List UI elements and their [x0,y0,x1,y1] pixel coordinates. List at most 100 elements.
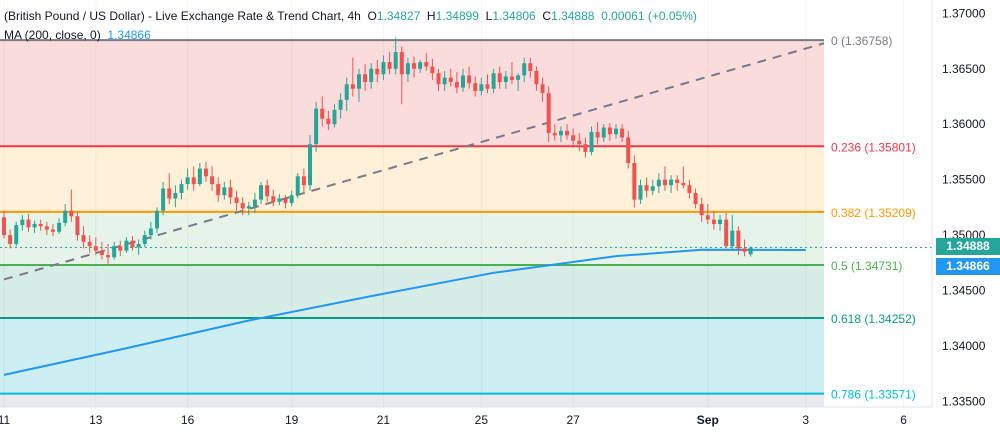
candle[interactable] [301,168,306,193]
candle[interactable] [81,226,86,249]
candle[interactable] [142,230,147,248]
candle[interactable] [546,86,551,142]
candle[interactable] [607,123,612,141]
candle[interactable] [222,181,227,200]
candle[interactable] [344,77,349,111]
candle[interactable] [699,197,704,222]
candle[interactable] [638,179,643,205]
candle[interactable] [228,179,233,205]
candle[interactable] [155,207,159,233]
candle[interactable] [26,214,31,232]
candle[interactable] [632,155,637,208]
candle[interactable] [571,128,576,147]
candle[interactable] [540,77,545,103]
candle[interactable] [252,192,257,213]
candle[interactable] [662,166,667,191]
candle[interactable] [412,56,417,78]
candle[interactable] [265,179,270,202]
candle[interactable] [473,76,478,97]
candle[interactable] [583,137,588,158]
candle[interactable] [681,166,686,189]
candle[interactable] [467,66,472,89]
candle[interactable] [314,102,319,152]
candle[interactable] [136,239,141,256]
candle[interactable] [381,55,386,80]
candle[interactable] [436,68,441,91]
candle[interactable] [711,210,716,230]
candle[interactable] [124,237,129,253]
candle[interactable] [718,215,723,231]
candle[interactable] [277,194,282,206]
candle[interactable] [93,237,98,256]
candle[interactable] [687,179,692,199]
candle[interactable] [705,204,710,225]
candle[interactable] [185,168,190,190]
candle[interactable] [32,220,37,233]
candle[interactable] [8,229,13,249]
candle[interactable] [14,221,19,247]
candle[interactable] [614,124,618,139]
candle[interactable] [356,68,361,103]
candle[interactable] [650,179,655,196]
candle[interactable] [418,59,423,74]
candle[interactable] [730,215,735,251]
candle[interactable] [216,177,221,202]
candle[interactable] [693,188,698,209]
candle[interactable] [565,124,570,140]
candle[interactable] [50,224,55,237]
candle[interactable] [167,173,172,205]
candle[interactable] [99,241,104,260]
candle[interactable] [173,185,178,208]
candle[interactable] [148,221,153,240]
candle[interactable] [289,190,294,207]
candle[interactable] [69,189,74,222]
candle[interactable] [595,121,600,145]
candle[interactable] [626,130,631,169]
candle[interactable] [350,57,355,97]
candle[interactable] [63,204,68,227]
candle[interactable] [320,96,325,127]
candle[interactable] [528,57,533,78]
candle[interactable] [106,243,111,264]
candle[interactable] [387,52,392,75]
candle[interactable] [424,53,429,71]
candle[interactable] [179,179,184,200]
candle[interactable] [534,66,539,91]
candle[interactable] [240,197,245,216]
candle[interactable] [601,124,606,142]
candle[interactable] [57,218,62,234]
candle[interactable] [38,219,43,231]
candle[interactable] [461,68,465,93]
candle[interactable] [203,161,208,182]
candle[interactable] [308,135,312,191]
candle[interactable] [295,173,300,199]
candle[interactable] [656,173,661,193]
candle[interactable] [405,57,410,83]
candle[interactable] [112,241,117,260]
candle[interactable] [503,70,508,89]
price-axis[interactable] [932,0,1000,448]
candle[interactable] [522,57,527,83]
candle[interactable] [742,239,747,257]
candle[interactable] [20,215,25,231]
candle[interactable] [485,74,490,94]
candle[interactable] [644,177,649,198]
trend-line[interactable] [3,42,825,281]
candle[interactable] [130,236,135,251]
candle[interactable] [497,66,502,89]
candle[interactable] [2,210,6,239]
candle[interactable] [338,93,343,119]
candle[interactable] [326,110,331,130]
candle[interactable] [577,133,582,151]
candle[interactable] [454,72,459,94]
candle[interactable] [675,175,680,191]
candle[interactable] [620,124,625,142]
candle[interactable] [210,166,215,191]
candle[interactable] [332,104,337,128]
candle[interactable] [448,68,453,87]
candle[interactable] [669,175,674,193]
candle[interactable] [558,126,563,142]
candle[interactable] [271,189,276,207]
candle[interactable] [246,201,251,216]
